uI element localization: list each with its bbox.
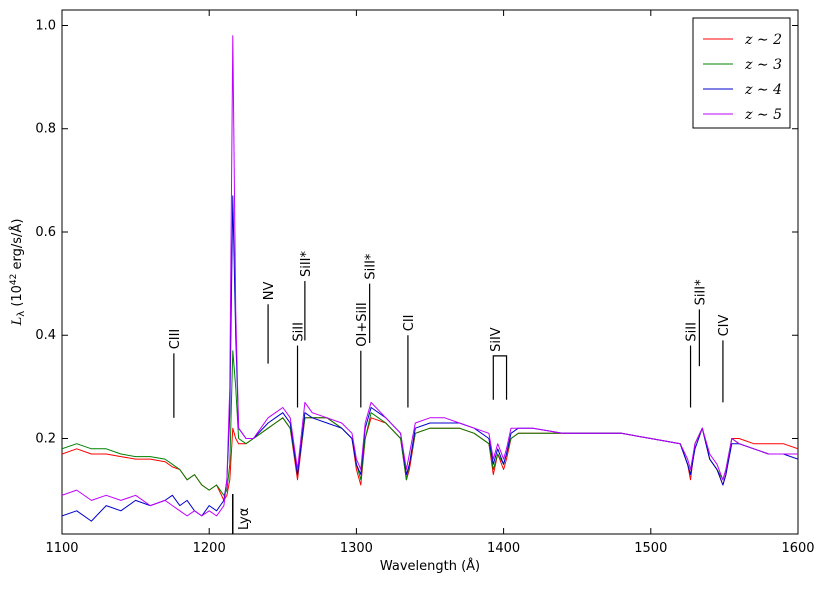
y-axis-unit-open: (10	[10, 285, 25, 311]
y-tick-label: 0.2	[35, 431, 56, 446]
plot-area	[61, 9, 799, 535]
x-tick-label: 1500	[634, 541, 667, 556]
x-axis-title: Wavelength (Å)	[380, 558, 480, 574]
y-axis-title: Lλ (1042 erg/s/Å)	[9, 219, 27, 327]
line-marker-label: SiII	[292, 322, 307, 342]
y-tick-label: 0.8	[35, 122, 56, 137]
x-tick-label: 1200	[193, 541, 226, 556]
series-lines	[62, 35, 798, 522]
legend-label: z ∼ 2	[744, 32, 782, 48]
x-tick-label: 1400	[487, 541, 520, 556]
line-marker-label: CIII	[168, 329, 183, 350]
y-tick-label: 0.6	[35, 225, 56, 240]
line-marker-label: SiII*	[693, 279, 708, 306]
line-marker-label: SiII*	[299, 251, 314, 278]
y-axis-subscript: λ	[16, 311, 27, 317]
axis-ticks	[61, 10, 799, 534]
x-tick-label: 1300	[340, 541, 373, 556]
y-tick-label: 0.4	[35, 328, 56, 343]
line-marker-label: SiIV	[489, 327, 504, 352]
legend-label: z ∼ 4	[744, 82, 782, 98]
x-tick-label: 1100	[45, 541, 78, 556]
siiv-doublet-bracket	[492, 355, 508, 400]
axis-tick-labels: 1100 1200 1300 1400 1500 1600 0.2 0.4 0.6 0.8 1.0	[35, 18, 814, 556]
line-marker-label: NV	[262, 282, 277, 301]
line-marker-label: SiII	[685, 322, 700, 342]
y-axis-unit-close: erg/s/Å)	[9, 219, 25, 274]
legend-box	[692, 17, 791, 129]
legend: z ∼ 2 z ∼ 3 z ∼ 4 z ∼ 5	[692, 17, 791, 129]
line-markers: CIII NV SiII SiII* OI+SiII SiII* CII SiIV SiII Si…	[168, 251, 732, 534]
line-marker-label: OI+SiII	[355, 302, 370, 347]
line-marker-label: CIV	[717, 314, 732, 336]
x-tick-label: 1600	[781, 541, 814, 556]
y-axis-exponent: 42	[9, 274, 19, 285]
line-marker-label: CII	[402, 314, 417, 331]
lya-marker-label: Lyα	[237, 508, 252, 530]
y-axis-symbol: L	[10, 317, 25, 327]
legend-label: z ∼ 3	[744, 57, 782, 73]
y-tick-label: 1.0	[35, 18, 56, 33]
legend-label: z ∼ 5	[744, 107, 782, 123]
line-marker-label: SiII*	[364, 253, 379, 280]
series-line-4	[62, 35, 798, 517]
